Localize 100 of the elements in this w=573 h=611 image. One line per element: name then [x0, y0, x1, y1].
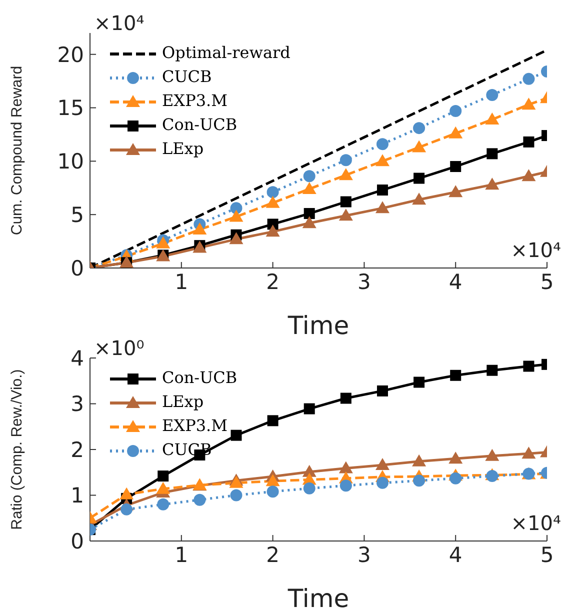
point [266, 224, 280, 237]
y-tick-label: 10 [57, 150, 84, 174]
x-tick-label: 5 [540, 542, 554, 567]
x-tick-label: 3 [358, 270, 371, 294]
point [157, 498, 170, 510]
point [523, 360, 534, 372]
y-tick-label: 3 [70, 392, 84, 416]
point [192, 222, 207, 235]
point [486, 88, 498, 101]
legend-label: Con-UCB [161, 367, 238, 389]
point [338, 168, 353, 180]
point [522, 446, 536, 459]
point [448, 126, 463, 138]
point [376, 184, 388, 196]
point [414, 172, 425, 184]
x-tick-label: 5 [540, 270, 554, 294]
annotation: ×10⁴ [510, 511, 561, 535]
point [303, 482, 316, 494]
point [302, 182, 316, 194]
point [194, 494, 206, 506]
point [266, 196, 280, 208]
point [266, 186, 279, 198]
y-tick-label: 1 [70, 484, 84, 508]
x-tick-label: 4 [448, 542, 462, 567]
point [266, 486, 279, 498]
y-tick-label: 20 [57, 42, 84, 67]
point [412, 192, 426, 205]
point [522, 98, 536, 110]
x-axis-title: Time [286, 311, 350, 340]
point [485, 112, 500, 125]
legend-label: CUCB [161, 66, 213, 88]
point [375, 458, 390, 470]
point [303, 170, 316, 182]
y-axis-title: Cum. Compound Reward [8, 66, 26, 236]
legend-label: EXP3.M [161, 415, 228, 437]
point [304, 208, 315, 220]
point [266, 474, 280, 486]
point [375, 201, 390, 214]
x-tick-label: 1 [174, 542, 188, 567]
point [229, 210, 244, 222]
point [302, 216, 316, 228]
point [414, 376, 425, 388]
point [450, 472, 462, 484]
point [412, 454, 426, 466]
point [376, 385, 388, 396]
legend-label: LExp [161, 391, 205, 413]
point [158, 470, 169, 482]
y-tick-label: 4 [70, 346, 84, 370]
annotation: ×10⁰ [94, 336, 144, 360]
point [486, 364, 498, 376]
point [230, 489, 242, 502]
point [413, 122, 426, 134]
point [448, 452, 463, 464]
y-axis-title: Ratio (Comp. Rew./Vio.) [8, 369, 26, 530]
point [230, 202, 242, 214]
point [120, 503, 133, 516]
point [412, 140, 426, 152]
point [376, 138, 388, 150]
point [485, 178, 500, 190]
point [375, 154, 390, 166]
point [376, 476, 388, 489]
point [413, 474, 426, 487]
point [338, 461, 353, 474]
point [230, 430, 242, 441]
point [304, 403, 315, 414]
point [486, 148, 498, 160]
point [340, 480, 352, 492]
x-axis-title: Time [286, 584, 350, 611]
point [340, 154, 352, 166]
point [522, 72, 535, 85]
point [450, 104, 462, 117]
legend-label: LExp [161, 138, 205, 160]
x-tick-label: 4 [448, 270, 462, 294]
legend-label: Optimal-reward [161, 42, 290, 64]
y-tick-label: 0 [70, 529, 84, 554]
annotation: ×10⁴ [94, 11, 144, 35]
point [448, 185, 463, 198]
y-tick-label: 2 [70, 438, 84, 462]
point [267, 415, 278, 426]
legend-label: EXP3.M [161, 90, 228, 112]
x-tick-label: 2 [266, 542, 280, 567]
y-tick-label: 0 [70, 256, 84, 280]
point [523, 136, 534, 148]
point [485, 448, 500, 461]
point [522, 169, 536, 182]
legend-label: Con-UCB [161, 114, 238, 136]
point [229, 232, 244, 244]
annotation: ×10⁴ [510, 238, 561, 262]
x-tick-label: 2 [266, 270, 280, 294]
point [450, 161, 462, 172]
point [338, 208, 353, 221]
point [120, 487, 134, 500]
y-tick-label: 15 [57, 96, 84, 120]
x-tick-label: 1 [174, 270, 188, 294]
point [340, 392, 352, 404]
point [340, 196, 352, 208]
point [450, 370, 462, 381]
x-tick-label: 3 [358, 542, 371, 567]
y-tick-label: 5 [70, 203, 84, 228]
point [156, 482, 170, 494]
